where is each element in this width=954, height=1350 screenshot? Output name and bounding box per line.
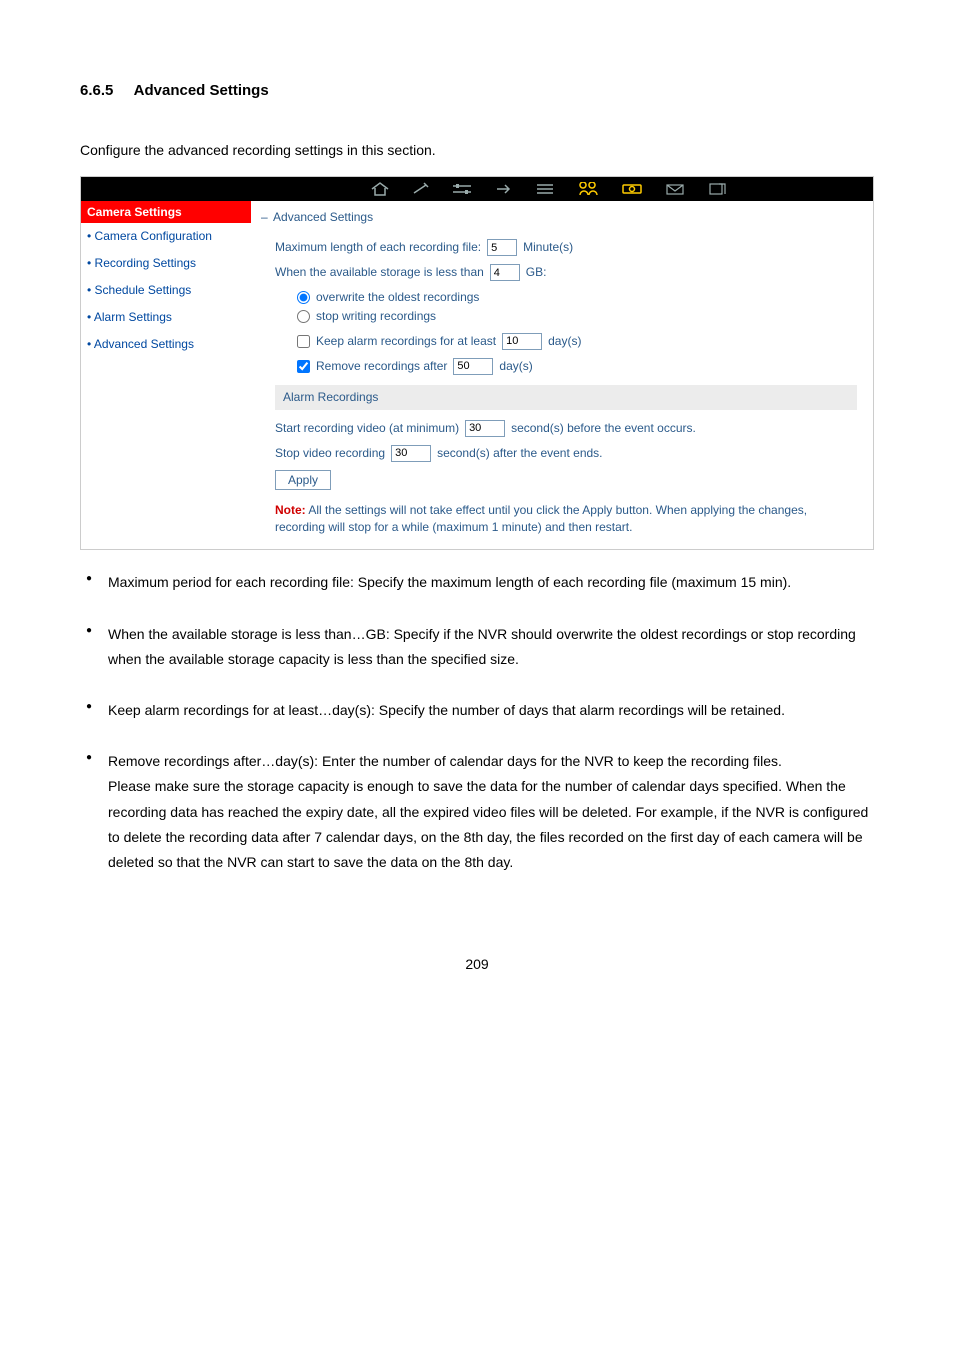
mail-icon[interactable] — [665, 182, 685, 196]
home-icon[interactable] — [371, 182, 389, 196]
sidebar-item-recording[interactable]: Recording Settings — [81, 250, 251, 277]
stop-rec-post: second(s) after the event ends. — [437, 445, 602, 462]
main-panel: Advanced Settings Maximum length of each… — [251, 201, 873, 550]
stop-rec-label: Stop video recording — [275, 445, 385, 462]
sidebar: Camera Settings Camera Configuration Rec… — [81, 201, 251, 550]
bullet-2: When the available storage is less than…… — [80, 622, 874, 672]
sidebar-header: Camera Settings — [81, 201, 251, 224]
arrow-right-icon[interactable] — [495, 182, 513, 196]
top-toolbar — [81, 177, 873, 201]
remove-input[interactable] — [453, 358, 493, 375]
max-length-unit: Minute(s) — [523, 239, 573, 256]
apply-button[interactable]: Apply — [275, 470, 331, 490]
list-icon[interactable] — [535, 182, 555, 196]
stop-rec-input[interactable] — [391, 445, 431, 462]
settings-screenshot: Camera Settings Camera Configuration Rec… — [80, 176, 874, 551]
pin-icon[interactable] — [411, 182, 429, 196]
start-rec-label: Start recording video (at minimum) — [275, 420, 459, 437]
keep-alarm-checkbox[interactable] — [297, 335, 310, 348]
keep-alarm-input[interactable] — [502, 333, 542, 350]
keep-alarm-unit: day(s) — [548, 333, 581, 350]
remove-label: Remove recordings after — [316, 358, 447, 375]
start-rec-input[interactable] — [465, 420, 505, 437]
camera-icon[interactable] — [621, 182, 643, 196]
stopwrite-radio[interactable] — [297, 310, 310, 323]
intro-text: Configure the advanced recording setting… — [80, 141, 874, 161]
bullet-1: Maximum period for each recording file: … — [80, 570, 874, 595]
note-bold: Note: — [275, 503, 306, 517]
sidebar-item-alarm[interactable]: Alarm Settings — [81, 304, 251, 331]
stopwrite-label: stop writing recordings — [316, 308, 436, 325]
bullet-4: Remove recordings after…day(s): Enter th… — [80, 749, 874, 875]
overwrite-label: overwrite the oldest recordings — [316, 289, 479, 306]
storage-less-input[interactable] — [490, 264, 520, 281]
max-length-label: Maximum length of each recording file: — [275, 239, 481, 256]
sidebar-item-advanced[interactable]: Advanced Settings — [81, 331, 251, 358]
remove-unit: day(s) — [499, 358, 532, 375]
alarm-recordings-header: Alarm Recordings — [275, 385, 857, 410]
page-number: 209 — [80, 955, 874, 975]
start-rec-post: second(s) before the event occurs. — [511, 420, 696, 437]
note-rest: All the settings will not take effect un… — [275, 503, 807, 534]
keep-alarm-label: Keep alarm recordings for at least — [316, 333, 496, 350]
remove-checkbox[interactable] — [297, 360, 310, 373]
sidebar-item-schedule[interactable]: Schedule Settings — [81, 277, 251, 304]
section-heading: 6.6.5 Advanced Settings — [80, 80, 874, 101]
sliders-icon[interactable] — [451, 182, 473, 196]
log-icon[interactable] — [707, 182, 727, 196]
sidebar-item-camera-config[interactable]: Camera Configuration — [81, 223, 251, 250]
users-icon[interactable] — [577, 182, 599, 196]
max-length-input[interactable] — [487, 239, 517, 256]
heading-title: Advanced Settings — [134, 82, 269, 99]
storage-less-label: When the available storage is less than — [275, 264, 484, 281]
note-text: Note: All the settings will not take eff… — [275, 502, 835, 536]
bullet-3: Keep alarm recordings for at least…day(s… — [80, 698, 874, 723]
storage-less-unit: GB: — [526, 264, 547, 281]
body-bullets: Maximum period for each recording file: … — [80, 570, 874, 875]
heading-number: 6.6.5 — [80, 82, 113, 99]
overwrite-radio[interactable] — [297, 291, 310, 304]
panel-section-title: Advanced Settings — [275, 209, 857, 226]
